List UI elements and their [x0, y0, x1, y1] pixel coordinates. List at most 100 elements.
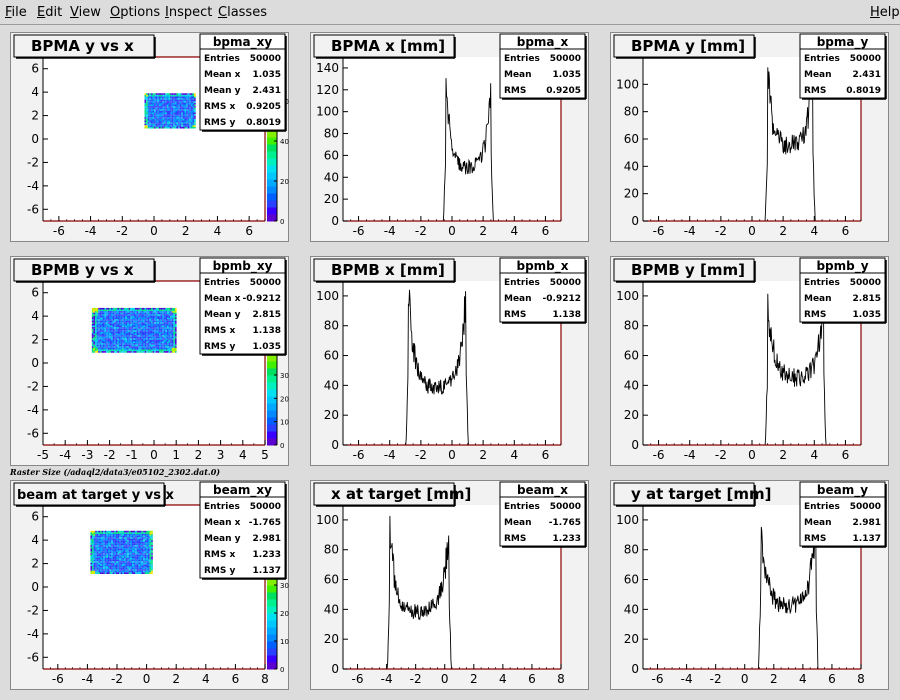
- x-tick-label: 0: [741, 672, 749, 686]
- heatmap-cells: [91, 307, 177, 353]
- y-tick-label: -6: [27, 426, 39, 440]
- menu-edit[interactable]: Edit: [37, 5, 63, 20]
- x-tick-label: 8: [857, 672, 865, 686]
- pad-beam_y[interactable]: -6 -4 -2 0 2 4 6 8 0 20 40 60 80 100 y at target [mm] b…: [610, 480, 889, 690]
- y-tick-label: 4: [31, 85, 39, 99]
- x-tick-label: -4: [681, 672, 693, 686]
- x-tick-label: -4: [684, 448, 696, 462]
- x-tick-label: 4: [810, 224, 818, 238]
- y-tick-label: 4: [31, 533, 39, 547]
- x-tick-label: 6: [828, 672, 836, 686]
- stats-value: -0.9212: [543, 294, 581, 304]
- x-tick-label: -2: [415, 224, 427, 238]
- x-tick-label: -6: [352, 672, 364, 686]
- pad-bpmb_y[interactable]: -6 -4 -2 0 2 4 6 0 20 40 60 80 100 BPMB y [mm] bpmb_y E…: [610, 256, 889, 466]
- stats-name: bpma_x: [517, 35, 569, 50]
- x-tick-label: 4: [810, 448, 818, 462]
- y-tick-label: -4: [27, 403, 39, 417]
- x-tick-label: -2: [715, 448, 727, 462]
- z-tick-label: 30: [280, 372, 289, 380]
- pad-title-text: BPMA x [mm]: [331, 37, 445, 55]
- y-tick-label: 6: [31, 62, 39, 76]
- y-tick-label: 20: [624, 632, 639, 646]
- x-tick-label: 0: [748, 224, 756, 238]
- stats-box: beam_y Entries 50000 Mean 2.981 RMS 1.137: [799, 481, 887, 548]
- y-tick-label: 80: [324, 319, 339, 333]
- x-tick-label: 1: [172, 448, 180, 462]
- x-tick-label: 2: [470, 672, 478, 686]
- pad-title-text: y at target [mm]: [631, 485, 771, 503]
- x-tick-label: 4: [499, 672, 507, 686]
- stats-value: 1.035: [253, 342, 281, 352]
- stats-box: bpmb_y Entries 50000 Mean 2.815 RMS 1.035: [799, 257, 887, 324]
- x-tick-label: 2: [779, 224, 787, 238]
- x-tick-label: 6: [542, 448, 550, 462]
- stats-box: beam_x Entries 50000 Mean -1.765 RMS 1.233: [499, 481, 587, 548]
- y-tick-label: 80: [324, 543, 339, 557]
- y-tick-label: 0: [31, 580, 39, 594]
- pad-title-text: BPMA y [mm]: [631, 37, 745, 55]
- stats-label: Entries: [504, 54, 540, 64]
- pad-bpmb_xy[interactable]: 0 10 20 30 -5 -4 -3 -2 -1 0 1 2 3 4 5 -6 -4 -2 0 2 4 6 BPMB y …: [10, 256, 289, 466]
- x-tick-label: 0: [150, 448, 158, 462]
- menu-classes[interactable]: Classes: [218, 5, 267, 20]
- pad-bpma_y[interactable]: -6 -4 -2 0 2 4 6 0 20 40 60 80 100 BPMA y [mm] bpma_y E…: [610, 32, 889, 242]
- menu-help[interactable]: Help: [870, 5, 900, 20]
- x-tick-label: -2: [710, 672, 722, 686]
- y-tick-label: 40: [624, 378, 639, 392]
- stats-label: Mean: [504, 294, 532, 304]
- x-tick-label: 2: [779, 448, 787, 462]
- menu-file-rest: ile: [11, 5, 27, 20]
- stats-box: bpma_x Entries 50000 Mean 1.035 RMS 0.9205: [499, 33, 587, 100]
- y-tick-label: -2: [27, 379, 39, 393]
- x-tick-label: 2: [479, 448, 487, 462]
- stats-label: RMS y: [204, 118, 236, 128]
- stats-label: Entries: [804, 502, 840, 512]
- menu-classes-rest: lasses: [227, 5, 267, 20]
- stats-box: bpma_y Entries 50000 Mean 2.431 RMS 0.8019: [799, 33, 887, 100]
- stats-value: 1.138: [253, 326, 281, 336]
- x-tick-label: 2: [172, 672, 180, 686]
- y-tick-label: 60: [324, 349, 339, 363]
- y-tick-label: 2: [31, 333, 39, 347]
- stats-label: Mean: [504, 518, 532, 528]
- stats-label: Mean y: [204, 534, 241, 544]
- y-tick-label: 40: [324, 170, 339, 184]
- stats-value: 50000: [850, 502, 881, 512]
- menu-options[interactable]: Options: [110, 5, 161, 20]
- stats-label: RMS: [804, 310, 826, 320]
- pad-beam_xy[interactable]: 0 10 20 30 -6 -4 -2 0 2 4 6 8 -6 -4 -2 0 2 4 6 beam at targ…: [10, 480, 289, 690]
- menu-inspect[interactable]: Inspect: [165, 5, 213, 20]
- menu-file[interactable]: File: [5, 5, 27, 20]
- pad-bpmb_x[interactable]: -6 -4 -2 0 2 4 6 0 20 40 60 80 100 BPMB x [mm] bpmb_x E…: [310, 256, 589, 466]
- x-tick-label: 6: [842, 224, 850, 238]
- z-tick-label: 20: [280, 610, 289, 618]
- pad-beam_x[interactable]: -6 -4 -2 0 2 4 6 8 0 20 40 60 80 100 x at target [mm] b…: [310, 480, 589, 690]
- y-tick-label: 20: [624, 187, 639, 201]
- x-tick-label: -4: [85, 224, 97, 238]
- y-tick-label: 60: [624, 573, 639, 587]
- x-tick-label: 8: [261, 672, 269, 686]
- x-tick-label: 0: [748, 448, 756, 462]
- stats-label: Entries: [204, 54, 240, 64]
- y-tick-label: 40: [324, 378, 339, 392]
- x-tick-label: -2: [715, 224, 727, 238]
- y-tick-label: -4: [27, 627, 39, 641]
- stats-label: Entries: [204, 502, 240, 512]
- menu-view[interactable]: View: [70, 5, 101, 20]
- stats-label: Entries: [804, 54, 840, 64]
- y-tick-label: 80: [324, 127, 339, 141]
- x-tick-label: -1: [126, 448, 138, 462]
- stats-label: Entries: [204, 278, 240, 288]
- x-tick-label: 4: [510, 224, 518, 238]
- stats-value: -1.765: [249, 518, 281, 528]
- x-tick-label: 0: [143, 672, 151, 686]
- pad-bpma_x[interactable]: -6 -4 -2 0 2 4 6 0 20 40 60 80 100 120 140 BPMA x [mm] b…: [310, 32, 589, 242]
- z-tick-label: 10: [280, 419, 289, 427]
- y-tick-label: 80: [624, 319, 639, 333]
- stats-value: 50000: [550, 54, 581, 64]
